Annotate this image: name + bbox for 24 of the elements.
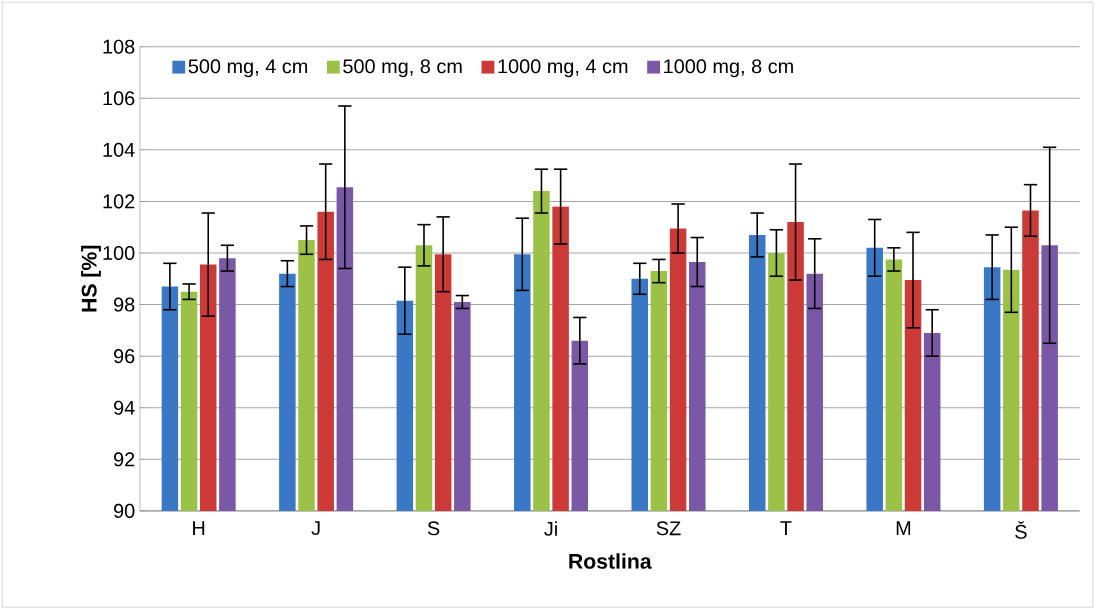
y-tick-label: 90: [114, 503, 135, 518]
legend-label: 1000 mg, 8 cm: [664, 59, 793, 78]
y-tick-label: 98: [114, 297, 135, 312]
y-tick-label: 92: [114, 452, 135, 467]
x-tick-label: M: [896, 521, 911, 535]
y-tick-label: 104: [103, 142, 135, 157]
y-tick-label: 94: [114, 400, 135, 415]
x-tick-label: J: [311, 521, 320, 535]
x-axis-title: Rostlina: [569, 553, 652, 569]
x-tick-label: SZ: [656, 521, 681, 536]
x-tick-label: S: [427, 521, 440, 536]
legend-label: 1000 mg, 4 cm: [498, 59, 628, 78]
y-tick-label: 96: [114, 348, 135, 364]
x-tick-label: H: [193, 521, 205, 535]
y-tick-label: 100: [103, 245, 135, 260]
y-tick-label: 106: [103, 91, 135, 106]
y-tick-label: 102: [103, 194, 135, 209]
x-tick-label: Ji: [544, 521, 557, 536]
x-tick-label: T: [780, 521, 792, 535]
legend-label: 500 mg, 4 cm: [188, 59, 308, 78]
legend-label: 500 mg, 8 cm: [343, 59, 462, 78]
y-tick-label: 108: [103, 39, 135, 54]
y-axis-title: HS [%]: [81, 245, 101, 312]
x-tick-label: Š: [1015, 521, 1027, 539]
